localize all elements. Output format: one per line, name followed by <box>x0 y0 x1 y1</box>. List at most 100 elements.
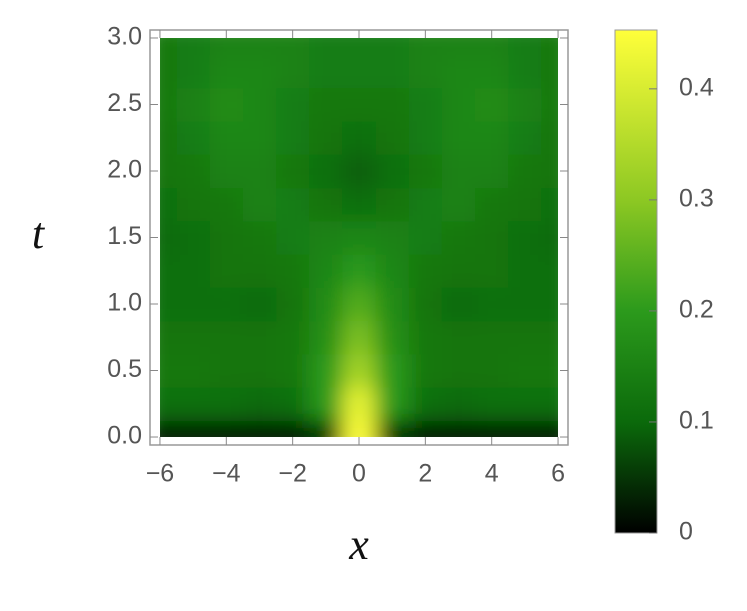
colorbar-tick-label: 0 <box>679 518 693 546</box>
cell <box>309 287 343 322</box>
cell <box>159 220 178 255</box>
cell <box>541 320 559 355</box>
y-tick-label: 3.0 <box>107 23 142 51</box>
y-tick-label: 2.0 <box>107 156 142 184</box>
cell <box>408 254 443 288</box>
cell <box>441 254 476 288</box>
cell <box>309 187 343 222</box>
y-tick-label: 2.5 <box>107 89 142 117</box>
cell <box>375 353 410 388</box>
y-tick-label: 0.5 <box>107 355 142 383</box>
cell <box>475 320 509 355</box>
cell <box>375 420 410 438</box>
x-axis-label: x <box>348 520 369 569</box>
cell <box>176 87 211 122</box>
cell <box>176 37 211 56</box>
cell <box>176 287 211 322</box>
cell <box>342 420 377 438</box>
cell <box>242 220 277 255</box>
cell <box>276 387 310 421</box>
cell <box>408 220 443 255</box>
cell <box>176 387 211 421</box>
y-tick-label: 1.0 <box>107 289 142 317</box>
cell <box>375 87 410 122</box>
cell <box>342 154 377 189</box>
cell <box>209 387 244 421</box>
cell <box>441 220 476 255</box>
cell <box>475 87 509 122</box>
x-tick-label: −2 <box>278 460 307 488</box>
cell <box>342 37 377 56</box>
cell <box>159 154 178 189</box>
cell <box>276 287 310 322</box>
cell <box>441 121 476 155</box>
cell <box>159 320 178 355</box>
x-tick-label: 4 <box>485 460 499 488</box>
cell <box>441 353 476 388</box>
cell <box>309 87 343 122</box>
cell <box>508 353 542 388</box>
cell <box>441 387 476 421</box>
cell <box>375 387 410 421</box>
cell <box>408 37 443 56</box>
cell <box>242 353 277 388</box>
cell <box>508 87 542 122</box>
cell <box>242 121 277 155</box>
cell <box>408 121 443 155</box>
cell <box>408 87 443 122</box>
cell <box>176 320 211 355</box>
cell <box>475 353 509 388</box>
x-tick-label: −6 <box>146 460 175 488</box>
cell <box>342 54 377 89</box>
cell <box>441 37 476 56</box>
cell <box>209 320 244 355</box>
y-axis-label: t <box>32 209 46 258</box>
cell <box>276 353 310 388</box>
cell <box>242 287 277 322</box>
cell <box>159 254 178 288</box>
cell <box>375 37 410 56</box>
cell <box>375 54 410 89</box>
cell <box>375 320 410 355</box>
cell <box>441 420 476 438</box>
cell <box>541 37 559 56</box>
cell <box>342 220 377 255</box>
cell <box>176 220 211 255</box>
cell <box>508 37 542 56</box>
cell <box>441 187 476 222</box>
cell <box>159 387 178 421</box>
cell <box>375 154 410 189</box>
x-tick-label: 0 <box>352 460 366 488</box>
cell <box>276 37 310 56</box>
cell <box>342 287 377 322</box>
cell <box>541 420 559 438</box>
cell <box>159 353 178 388</box>
colorbar-tick-label: 0.3 <box>679 184 714 212</box>
cell <box>541 187 559 222</box>
cell <box>309 254 343 288</box>
cell <box>342 387 377 421</box>
colorbar-tick-label: 0.1 <box>679 407 714 435</box>
cell <box>342 320 377 355</box>
cell <box>541 287 559 322</box>
cell <box>441 320 476 355</box>
cell <box>475 37 509 56</box>
cell <box>242 187 277 222</box>
cell <box>209 154 244 189</box>
x-tick-label: 6 <box>551 460 565 488</box>
cell <box>408 187 443 222</box>
cell <box>309 353 343 388</box>
cell <box>408 320 443 355</box>
cell <box>541 54 559 89</box>
cell <box>508 287 542 322</box>
cell <box>276 154 310 189</box>
cell <box>242 320 277 355</box>
cell <box>441 287 476 322</box>
cell <box>309 220 343 255</box>
cell <box>508 121 542 155</box>
cell <box>242 254 277 288</box>
cell <box>441 54 476 89</box>
cell <box>159 187 178 222</box>
cell <box>375 187 410 222</box>
